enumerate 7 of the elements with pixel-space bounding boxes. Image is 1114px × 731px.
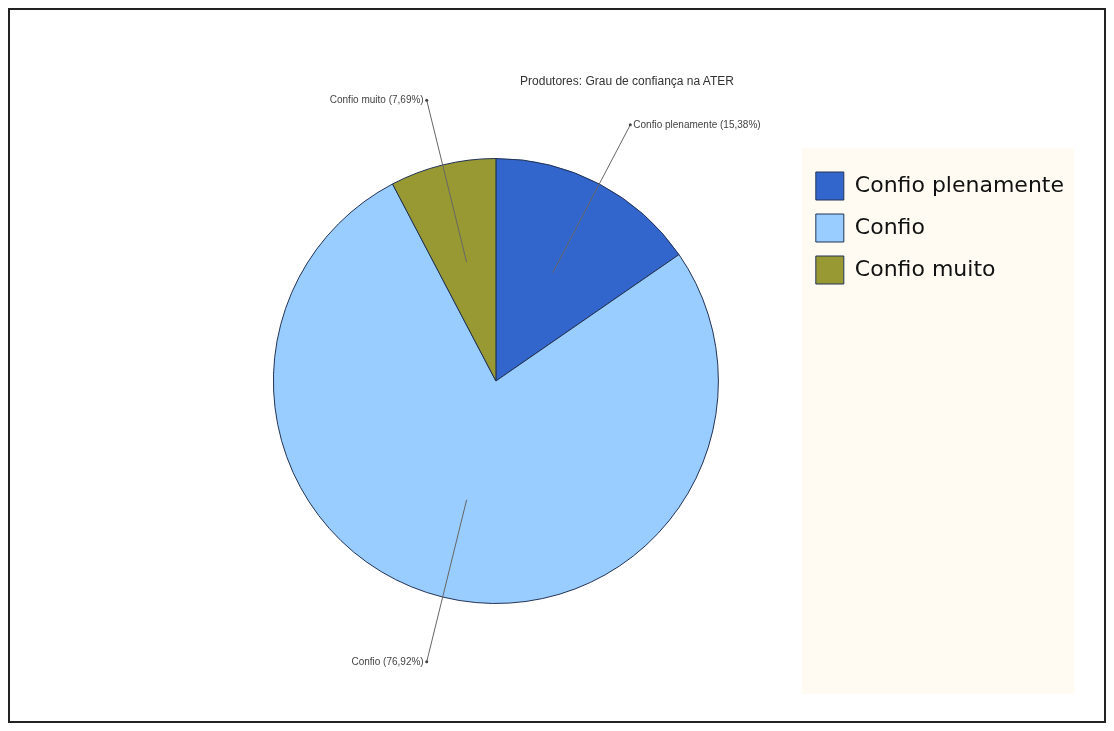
legend-label: Confio plenamente: [854, 171, 1064, 197]
legend-label: Confio muito: [854, 255, 996, 281]
chart-title: Produtores: Grau de confiança na ATER: [520, 74, 735, 89]
data-label: Confio muito (7,69%): [329, 93, 424, 105]
legend-label: Confio: [854, 213, 925, 239]
data-label: Confio plenamente (15,38%): [633, 118, 761, 130]
data-label: Confio (76,92%): [351, 655, 424, 667]
